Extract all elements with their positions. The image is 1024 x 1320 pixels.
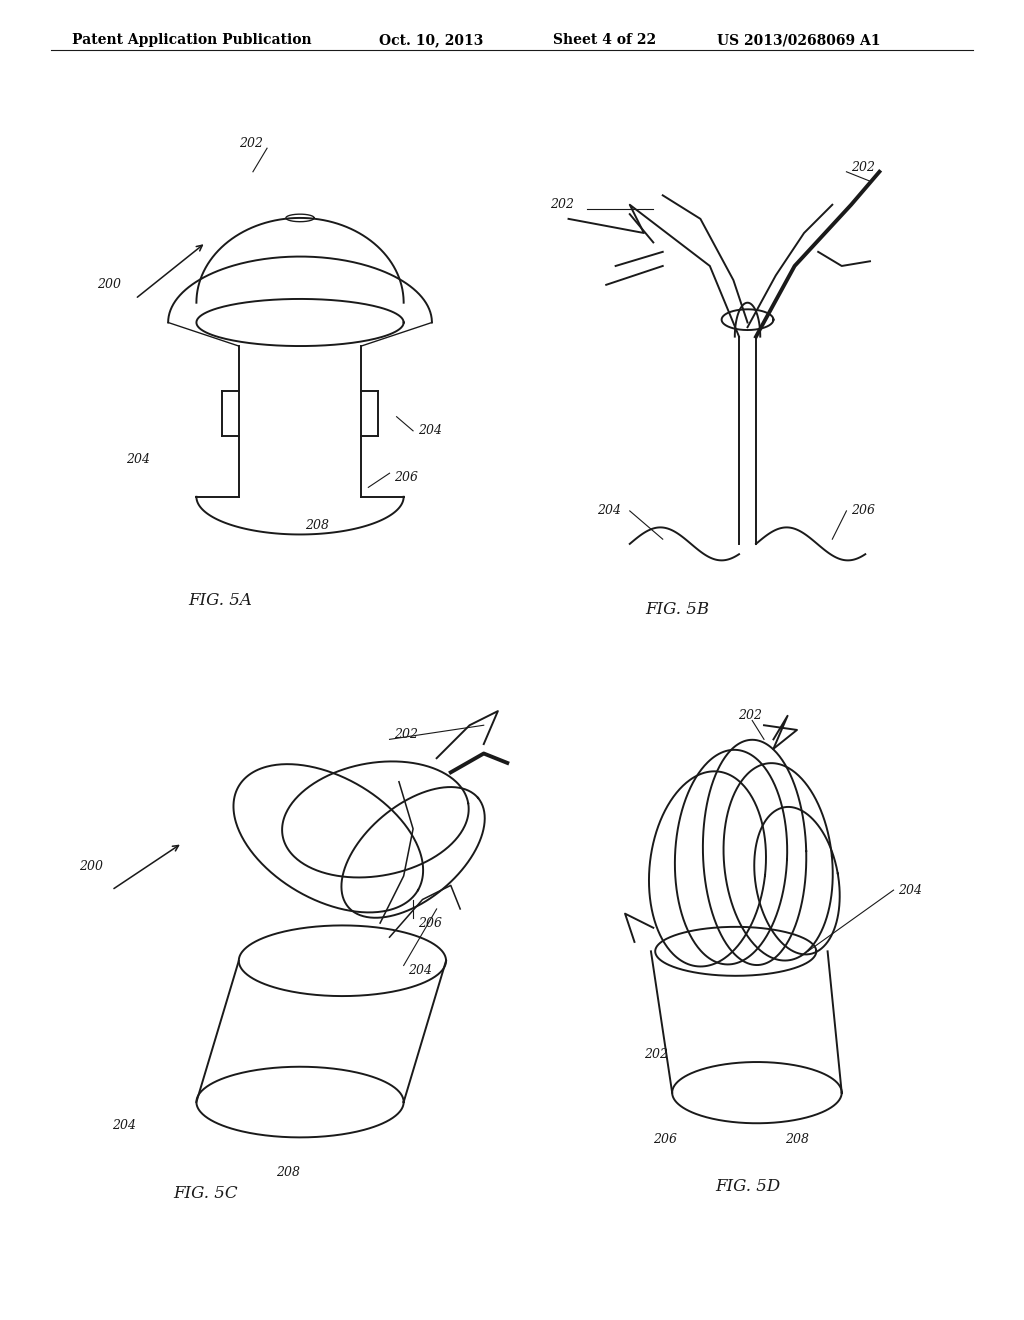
Text: 204: 204	[126, 453, 150, 466]
Text: 208: 208	[276, 1167, 300, 1179]
Text: 204: 204	[112, 1119, 135, 1133]
Text: FIG. 5A: FIG. 5A	[188, 591, 252, 609]
Text: 200: 200	[79, 861, 102, 873]
Text: FIG. 5D: FIG. 5D	[715, 1179, 780, 1196]
Text: 204: 204	[597, 504, 621, 517]
Text: 202: 202	[738, 709, 762, 722]
Text: 204: 204	[418, 424, 441, 437]
Text: FIG. 5B: FIG. 5B	[645, 602, 709, 618]
Text: 204: 204	[898, 883, 923, 896]
Text: 208: 208	[785, 1134, 809, 1146]
Text: 206: 206	[653, 1134, 677, 1146]
Text: 206: 206	[394, 471, 418, 484]
Text: 204: 204	[409, 964, 432, 977]
Text: 202: 202	[851, 161, 876, 173]
Text: Patent Application Publication: Patent Application Publication	[72, 33, 311, 48]
Text: 202: 202	[239, 137, 263, 150]
Text: Sheet 4 of 22: Sheet 4 of 22	[553, 33, 656, 48]
Text: 202: 202	[644, 1048, 668, 1061]
Text: FIG. 5C: FIG. 5C	[173, 1185, 239, 1203]
Text: 202: 202	[394, 729, 418, 741]
Text: 200: 200	[97, 279, 122, 292]
Text: 208: 208	[305, 519, 329, 532]
Text: 206: 206	[851, 504, 876, 517]
Text: Oct. 10, 2013: Oct. 10, 2013	[379, 33, 483, 48]
Text: 202: 202	[550, 198, 573, 211]
Text: 206: 206	[418, 916, 441, 929]
Text: US 2013/0268069 A1: US 2013/0268069 A1	[717, 33, 881, 48]
